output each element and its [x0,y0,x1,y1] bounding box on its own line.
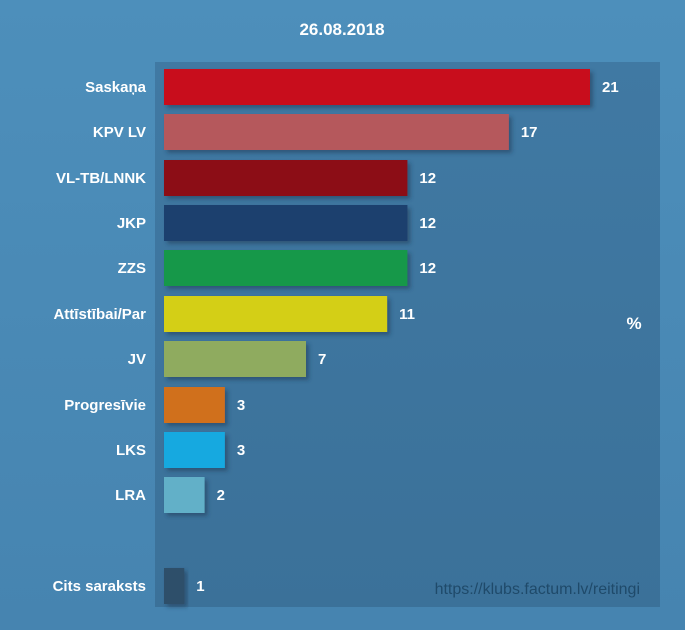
bar [164,341,306,377]
source-label: https://klubs.factum.lv/reitingi [435,581,640,598]
value-label: 21 [602,79,619,96]
category-label: Cits saraksts [53,578,146,595]
category-label: LRA [115,487,146,504]
value-label: 17 [521,124,538,141]
value-label: 11 [399,306,415,323]
value-label: 2 [217,487,225,504]
category-label: Attīstībai/Par [53,306,146,323]
category-label: JV [128,351,146,368]
unit-label: % [626,314,641,333]
category-label: LKS [116,442,146,459]
bar [164,205,408,241]
value-label: 12 [419,215,436,232]
category-label: Saskaņa [85,79,147,96]
value-label: 3 [237,442,245,459]
category-label: VL-TB/LNNK [56,170,146,187]
bar [164,387,225,423]
bar [164,296,388,332]
bar [164,477,205,513]
value-label: 12 [419,170,436,187]
bar [164,114,509,150]
chart-title: 26.08.2018 [299,20,384,39]
value-label: 12 [419,260,436,277]
bar [164,250,408,286]
bar [164,432,225,468]
category-label: ZZS [118,260,146,277]
plot-area [155,62,660,607]
category-label: JKP [117,215,146,232]
category-label: KPV LV [93,124,146,141]
bar [164,160,408,196]
bar [164,568,185,604]
value-label: 7 [318,351,326,368]
bar [164,69,590,105]
value-label: 1 [196,578,204,595]
category-label: Progresīvie [64,397,146,414]
value-label: 3 [237,397,245,414]
